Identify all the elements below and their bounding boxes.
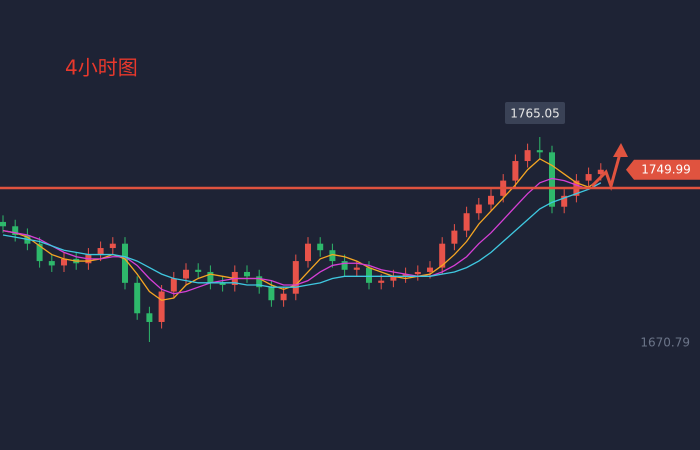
candle-body <box>585 174 592 181</box>
candle-body <box>36 243 43 262</box>
candle-body <box>97 248 104 255</box>
candle-body <box>292 261 299 294</box>
candle-body <box>158 291 165 322</box>
candle-body <box>561 195 568 207</box>
candle-body <box>512 161 519 181</box>
candle-body <box>280 293 287 301</box>
candle-body <box>317 243 324 251</box>
candle-body <box>0 221 6 227</box>
candle-body <box>61 258 67 266</box>
candle-body <box>341 261 348 270</box>
candle-body <box>122 243 128 283</box>
candle-body <box>366 267 372 283</box>
last-price-box <box>626 159 700 180</box>
candle-body <box>451 230 458 244</box>
candle-body <box>244 271 250 277</box>
candle-body <box>463 213 470 231</box>
candle-body <box>256 276 263 288</box>
high-label: 1765.05 <box>510 107 560 121</box>
arrow-head <box>613 143 628 157</box>
candle-body <box>439 243 446 268</box>
candle-body <box>390 276 397 281</box>
candle-body <box>207 271 214 283</box>
high-label-box <box>505 102 565 124</box>
candle-body <box>183 269 189 279</box>
candle-body <box>427 267 433 272</box>
candle-body <box>219 282 226 286</box>
candle-body <box>268 287 275 301</box>
candle-body <box>475 204 482 214</box>
annotation-arrow <box>590 149 623 191</box>
candle-body <box>146 313 153 322</box>
low-label: 1670.79 <box>640 336 690 350</box>
candle-body <box>536 150 543 153</box>
chart-title: 4小时图 <box>65 56 138 80</box>
moving-average-line <box>2 177 602 295</box>
candle-body <box>414 271 421 275</box>
candle-body <box>134 282 141 314</box>
candle-body <box>305 243 311 262</box>
last-price-label: 1749.99 <box>641 162 691 176</box>
candle-body <box>195 269 202 272</box>
candle-body <box>524 150 531 162</box>
candle-body <box>488 195 494 205</box>
candle-body <box>549 152 555 207</box>
candle-body <box>48 261 55 266</box>
candle-body <box>402 274 409 277</box>
candle-body <box>109 243 116 249</box>
candle-body <box>378 280 385 283</box>
candle-body <box>597 169 604 175</box>
plot-area <box>0 137 700 343</box>
candle-body <box>329 250 336 262</box>
candle-body <box>12 226 19 235</box>
candle-body <box>170 278 177 292</box>
candle-body <box>353 267 360 270</box>
moving-average-line <box>2 182 602 288</box>
